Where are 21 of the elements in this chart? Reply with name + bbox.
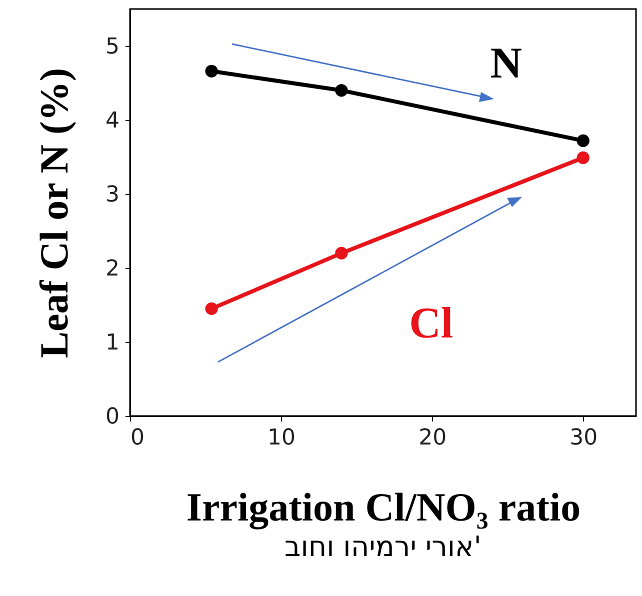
x-tick-label: 10 bbox=[268, 426, 296, 450]
point bbox=[576, 151, 590, 164]
y-tick-label: 2 bbox=[106, 256, 120, 282]
y-tick-label: 4 bbox=[106, 108, 120, 134]
point bbox=[205, 64, 218, 78]
y-axis-title: Leaf Cl or N (%) bbox=[32, 68, 77, 358]
x-tick-label: 20 bbox=[418, 426, 447, 450]
x-tick-label: 0 bbox=[130, 426, 144, 450]
series-label: N bbox=[490, 38, 522, 88]
text: אורי ירמיהו וחוב' bbox=[284, 530, 482, 563]
y-tick-label: 0 bbox=[106, 404, 120, 430]
point bbox=[335, 84, 348, 97]
x-tick-label: 30 bbox=[570, 426, 598, 450]
point bbox=[335, 246, 348, 260]
y-tick-label: 3 bbox=[106, 182, 120, 208]
point bbox=[205, 302, 218, 316]
series-label: Cl bbox=[409, 298, 454, 348]
y-tick-label: 1 bbox=[106, 330, 120, 356]
x-axis-title: Irrigation Cl/NO₃ ratio bbox=[186, 484, 581, 530]
point bbox=[576, 134, 590, 148]
y-tick-label: 5 bbox=[106, 34, 120, 60]
